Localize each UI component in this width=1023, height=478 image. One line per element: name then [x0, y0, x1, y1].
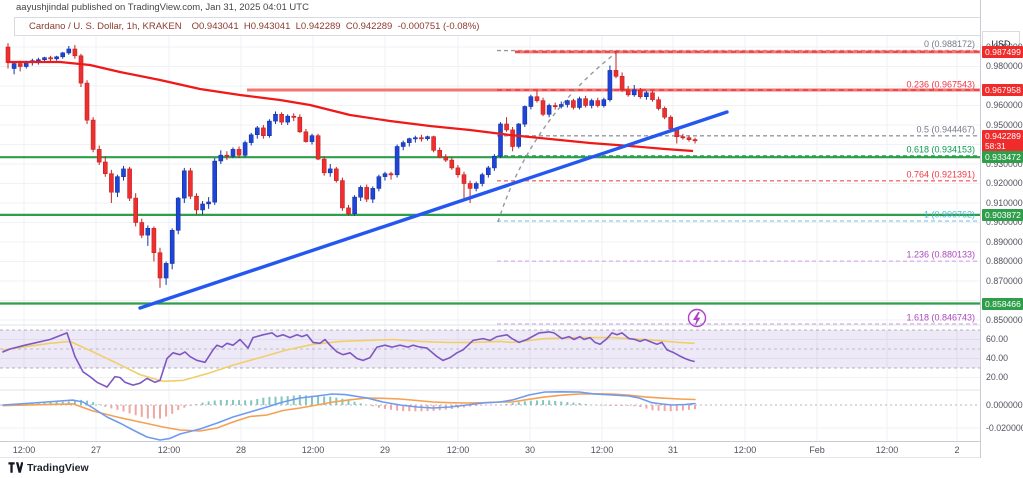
- price-tick-label: 0.850000: [986, 314, 1023, 325]
- fib-label: 1 (0.900762): [924, 210, 975, 220]
- fib-label: 0.5 (0.944467): [916, 124, 975, 134]
- candlestick-series: [5, 43, 698, 288]
- price-tick-label: 0.980000: [986, 61, 1023, 71]
- price-level-chip: 0.967958: [982, 84, 1023, 96]
- price-tick-label: 0.900000: [986, 217, 1023, 227]
- time-tick-label: Feb: [809, 445, 825, 455]
- time-tick-label: 12:00: [590, 445, 614, 455]
- ascending-trendline[interactable]: [138, 110, 729, 310]
- fib-label: 0.618 (0.934153): [906, 144, 975, 154]
- dashed-trend-arrow[interactable]: [497, 51, 618, 223]
- fib-label: 1.618 (0.846743): [906, 313, 975, 323]
- time-tick-label: 12:00: [875, 445, 899, 455]
- time-tick-label: 28: [235, 445, 247, 455]
- time-tick-label: 27: [90, 445, 102, 455]
- lightning-icon[interactable]: [687, 308, 707, 328]
- ohlc-values: O0.943041 H0.943041 L0.942289 C0.942289 …: [191, 21, 480, 32]
- macd-tick-label: -0.020000: [986, 422, 1023, 433]
- tradingview-logo[interactable]: TradingView: [8, 461, 89, 474]
- price-tick-label: 0.920000: [986, 178, 1023, 188]
- price-tick-label: 0.890000: [986, 236, 1023, 247]
- time-tick-label: 29: [379, 445, 391, 455]
- fib-label: 0.236 (0.967543): [906, 79, 975, 89]
- red-moving-average[interactable]: [7, 60, 694, 153]
- rsi-tick-label: 40.00: [986, 353, 1009, 363]
- price-tick-label: 0.880000: [986, 256, 1023, 266]
- symbol-title-bar: Cardano / U. S. Dollar, 1h, KRAKEN O0.943…: [14, 17, 1008, 36]
- pane-separators: [0, 324, 980, 391]
- time-scale[interactable]: 12:00 27 12:00 28 12:00 29 12:00 30 12:00 31 12:00…: [0, 441, 980, 458]
- price-level-chip: 0.987499: [982, 45, 1023, 58]
- price-tick-label: 0.870000: [986, 275, 1023, 286]
- rsi-indicator[interactable]: [2, 331, 695, 388]
- rsi-band: [0, 329, 980, 369]
- price-tick-label: 0.910000: [986, 197, 1023, 208]
- tradingview-logo-text: TradingView: [27, 461, 89, 474]
- price-tick-label: 0.930000: [986, 158, 1023, 169]
- gridlines: [0, 36, 980, 441]
- macd-indicator[interactable]: [0, 390, 980, 441]
- price-scale[interactable]: USD 0.9900000.9800000.9600000.9500000.93…: [980, 0, 1023, 458]
- fib-labels: 0 (0.988172) 0.236 (0.967543) 0.5 (0.94446…: [906, 39, 975, 322]
- price-tick-label: 0.950000: [986, 119, 1023, 130]
- rsi-tick-label: 60.00: [986, 334, 1009, 344]
- time-tick-label: 12:00: [12, 445, 36, 455]
- time-tick-label: 30: [524, 445, 536, 455]
- price-level-chip: 0.858466: [982, 297, 1023, 310]
- price-tick-label: 0.960000: [986, 100, 1023, 110]
- rsi-tick-label: 20.00: [986, 372, 1009, 382]
- time-tick-label: 2: [954, 445, 960, 455]
- symbol-description: Cardano / U. S. Dollar, 1h, KRAKEN: [29, 21, 182, 32]
- horizontal-levels[interactable]: [0, 50, 980, 305]
- time-tick-label: 12:00: [301, 445, 325, 455]
- fib-label: 0 (0.988172): [924, 39, 975, 49]
- time-tick-label: 12:00: [446, 445, 470, 455]
- time-tick-label: 12:00: [733, 445, 757, 455]
- time-tick-label: 31: [667, 445, 679, 455]
- fib-label: 0.764 (0.921391): [906, 169, 975, 179]
- fib-label: 1.236 (0.880133): [906, 250, 975, 260]
- fib-retracement[interactable]: [497, 49, 980, 325]
- price-level-chip: 0.933472: [982, 151, 1023, 164]
- last-price-chip: 0.942289 58:31: [982, 130, 1023, 152]
- time-tick-label: 12:00: [157, 445, 181, 455]
- tradingview-logo-icon: [8, 462, 23, 473]
- price-level-chip: 0.903872: [982, 208, 1023, 221]
- macd-tick-label: 0.000000: [986, 399, 1023, 410]
- published-byline: aayushjindal published on TradingView.co…: [16, 2, 309, 13]
